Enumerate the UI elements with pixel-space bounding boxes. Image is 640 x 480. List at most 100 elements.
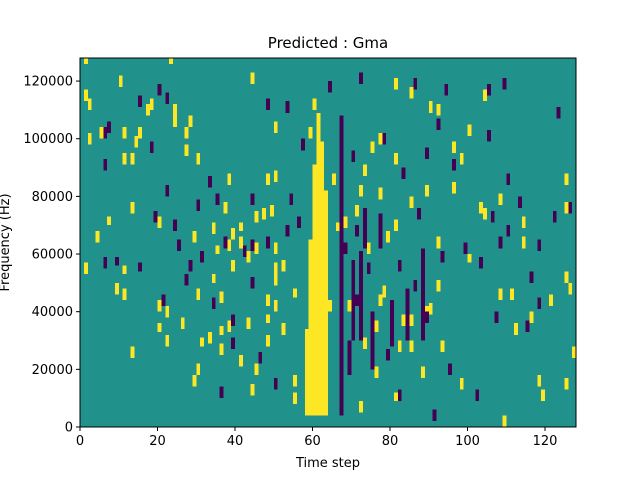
heatmap-cell-high <box>382 285 387 298</box>
heatmap-column-low <box>347 340 352 376</box>
heatmap-cell-low <box>138 262 143 272</box>
heatmap-cell-high <box>196 363 201 376</box>
heatmap-cell-high <box>359 184 363 197</box>
heatmap-cell-high <box>502 415 507 427</box>
heatmap-cell-high <box>196 153 201 165</box>
heatmap-cell-high <box>312 98 317 110</box>
heatmap-cell-low <box>382 132 387 145</box>
heatmap-column-high <box>320 141 325 416</box>
y-tick-label: 100000 <box>23 132 73 147</box>
heatmap-cell-low <box>153 210 158 223</box>
heatmap-cell-low <box>165 184 170 197</box>
heatmap-cell-low <box>525 320 530 332</box>
heatmap-cell-high <box>173 104 177 116</box>
heatmap-cell-low <box>242 245 247 257</box>
heatmap-cell-high <box>293 392 298 404</box>
heatmap-cell-low <box>537 239 542 252</box>
heatmap-cell-low <box>188 259 193 272</box>
heatmap-cells <box>80 58 576 427</box>
heatmap-cell-high <box>227 173 232 185</box>
y-tick-label: 20000 <box>32 363 73 378</box>
heatmap-cell-high <box>498 193 503 206</box>
heatmap-cell-low <box>413 279 418 292</box>
heatmap-cell-high <box>266 173 270 185</box>
heatmap-cell-low <box>211 297 216 309</box>
heatmap-cell-low <box>184 274 189 286</box>
heatmap-cell-low <box>444 83 449 96</box>
heatmap-cell-high <box>231 228 236 240</box>
heatmap-cell-high <box>440 340 445 353</box>
heatmap-cell-low <box>355 294 360 306</box>
heatmap-cell-high <box>273 300 278 312</box>
heatmap-cell-high <box>362 337 367 350</box>
heatmap-cell-high <box>335 222 340 231</box>
heatmap-cell-high <box>378 187 383 200</box>
y-tick-label: 40000 <box>32 305 73 320</box>
heatmap-cell-high <box>401 314 406 327</box>
heatmap-cell-low <box>351 150 356 162</box>
heatmap-column-high <box>304 331 309 416</box>
heatmap-cell-low <box>494 311 499 324</box>
heatmap-cell-low <box>498 236 503 249</box>
heatmap-cell-low <box>103 158 108 171</box>
heatmap-cell-high <box>254 242 259 255</box>
heatmap-cell-high <box>521 236 526 249</box>
heatmap-cell-low <box>475 389 480 402</box>
heatmap-cell-high <box>87 132 92 145</box>
heatmap-cell-low <box>452 158 456 171</box>
x-tick-label: 100 <box>455 434 480 449</box>
heatmap-cell-high <box>467 254 472 263</box>
heatmap-cell-low <box>556 107 561 119</box>
heatmap-cell-high <box>266 294 270 306</box>
heatmap-cell-high <box>207 331 212 344</box>
heatmap-cell-high <box>397 340 402 353</box>
heatmap-cell-high <box>273 121 278 133</box>
heatmap-cell-low <box>355 225 360 237</box>
heatmap-cell-low <box>432 409 437 422</box>
heatmap-cell-high <box>246 317 251 329</box>
heatmap-cell-low <box>165 92 170 105</box>
heatmap-cell-high <box>273 170 278 182</box>
heatmap-cell-high <box>529 311 534 324</box>
heatmap-cell-high <box>362 164 367 177</box>
x-tick-label: 60 <box>304 434 321 449</box>
heatmap-cell-low <box>506 225 511 237</box>
y-tick-label: 60000 <box>32 248 73 263</box>
heatmap-cell-low <box>250 193 255 206</box>
heatmap-cell-high <box>196 288 201 301</box>
heatmap-cell-high <box>293 288 298 298</box>
heatmap-cell-high <box>192 375 197 387</box>
heatmap-cell-high <box>134 135 139 148</box>
heatmap-cell-low <box>273 377 278 390</box>
x-tick-label: 20 <box>149 434 166 449</box>
heatmap-cell-high <box>409 86 414 99</box>
heatmap-cell-low <box>223 236 228 249</box>
heatmap-cell-low <box>401 167 406 180</box>
heatmap-cell-high <box>521 216 526 229</box>
heatmap-column-high <box>312 164 317 416</box>
heatmap-cell-high <box>122 127 127 139</box>
heatmap-cell-low <box>297 216 301 229</box>
y-tick-label: 80000 <box>32 190 73 205</box>
heatmap-cell-high <box>192 230 197 243</box>
heatmap-column-low <box>405 288 410 329</box>
heatmap-cell-low <box>215 193 220 206</box>
heatmap-cell-high <box>184 144 189 157</box>
heatmap-cell-high <box>273 242 278 255</box>
heatmap-cell-high <box>227 320 232 332</box>
heatmap-cell-high <box>238 354 243 367</box>
heatmap-cell-high <box>479 202 484 214</box>
heatmap-cell-low <box>266 236 270 249</box>
heatmap-cell-high <box>436 279 441 292</box>
heatmap-column-high <box>324 190 329 416</box>
heatmap-cell-high <box>184 127 189 139</box>
heatmap-cell-low <box>285 225 290 237</box>
heatmap-cell-low <box>266 98 270 110</box>
heatmap-cell-high <box>370 141 375 154</box>
heatmap-column-low <box>359 251 363 341</box>
heatmap-cell-high <box>227 239 232 252</box>
heatmap-cell-high <box>393 392 398 402</box>
y-axis: 0 20000 40000 60000 80000 100000 120000 <box>23 75 80 436</box>
heatmap-cell-high <box>347 300 352 312</box>
heatmap-cell-high <box>564 271 569 283</box>
